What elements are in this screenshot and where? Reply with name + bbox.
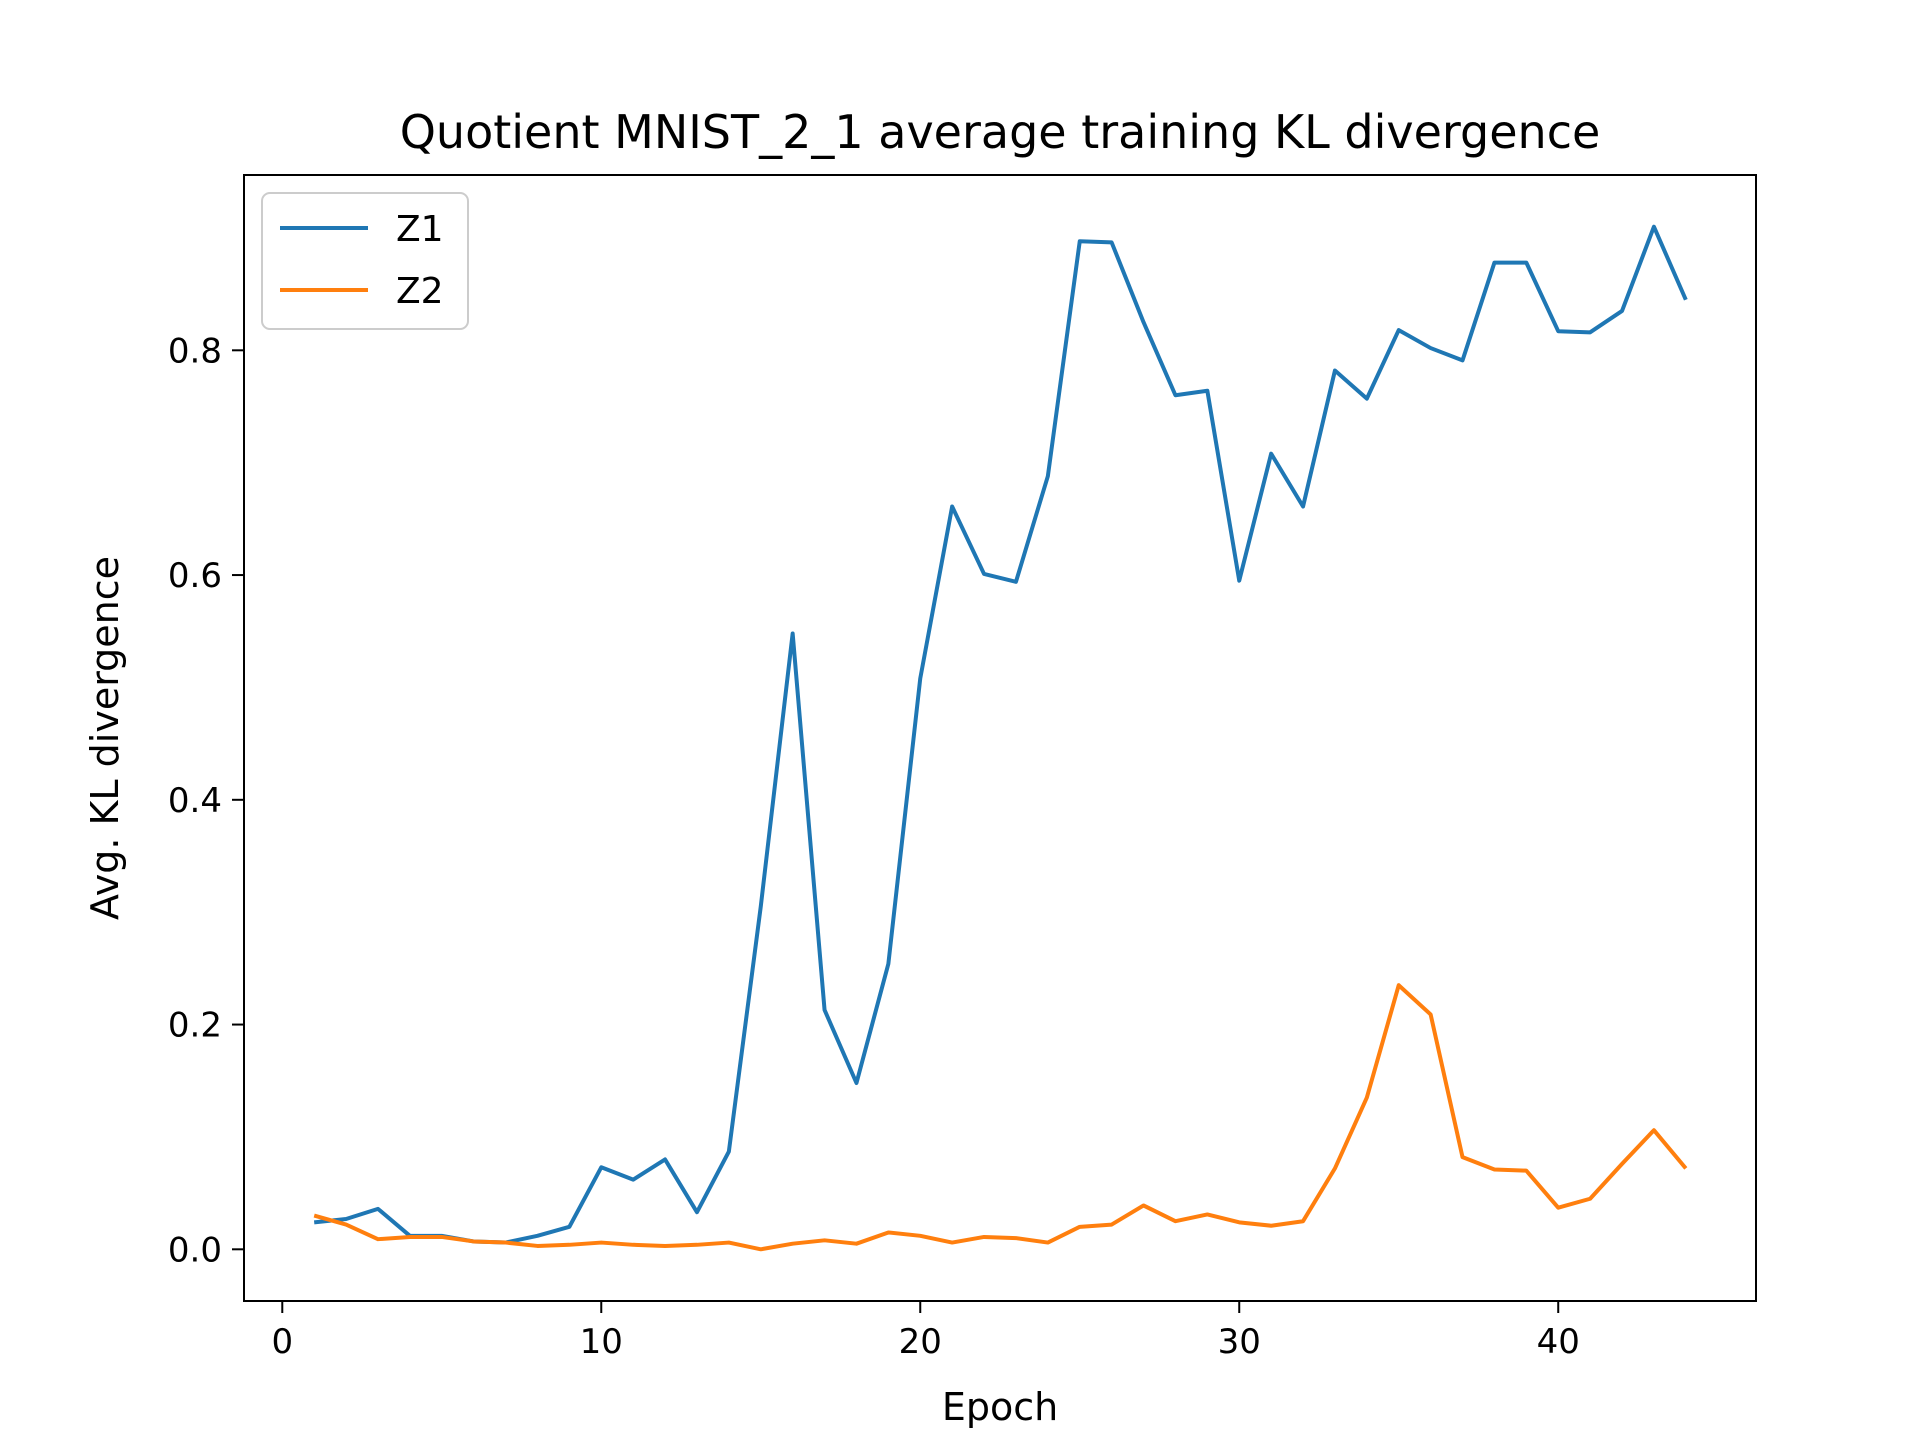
legend: Z1 Z2 [261, 192, 469, 330]
y-tick-label: 0.4 [168, 781, 222, 821]
legend-label-z2: Z2 [396, 271, 444, 312]
x-tick-label: 10 [580, 1322, 623, 1362]
x-tick-label: 0 [271, 1322, 293, 1362]
x-axis-label: Epoch [942, 1385, 1058, 1429]
legend-label-z1: Z1 [396, 209, 444, 250]
series-line-z1 [313, 224, 1688, 1245]
series-layer [313, 224, 1688, 1252]
y-tick-label: 0.2 [168, 1006, 222, 1046]
y-axis-ticks: 0.0 0.2 0.4 0.6 0.8 [168, 331, 244, 1270]
y-tick-label: 0.0 [168, 1230, 222, 1270]
y-tick-label: 0.8 [168, 331, 222, 371]
x-tick-label: 20 [899, 1322, 942, 1362]
y-tick-label: 0.6 [168, 556, 222, 596]
series-line-z2 [313, 983, 1688, 1252]
y-axis-label: Avg. KL divergence [83, 556, 127, 920]
chart-title: Quotient MNIST_2_1 average training KL d… [400, 105, 1601, 159]
x-tick-label: 40 [1537, 1322, 1580, 1362]
x-tick-label: 30 [1218, 1322, 1261, 1362]
x-axis-ticks: 0 10 20 30 40 [271, 1301, 1580, 1362]
axes-frame [243, 174, 1757, 1302]
